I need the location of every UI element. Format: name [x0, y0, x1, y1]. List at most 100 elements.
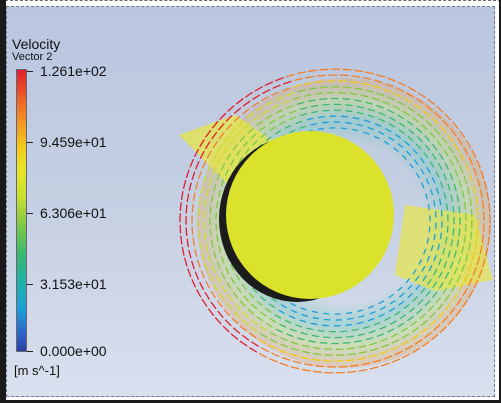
- vector-arrow: [280, 304, 287, 309]
- vector-arrow: [296, 101, 305, 105]
- vector-arrow: [446, 225, 449, 233]
- vector-arrow: [300, 356, 309, 360]
- vector-arrow: [210, 194, 214, 203]
- vector-arrow: [301, 350, 311, 354]
- vector-arrow: [342, 341, 351, 344]
- vector-arrow: [385, 128, 392, 133]
- vector-arrow: [391, 358, 401, 363]
- vector-arrow: [235, 98, 244, 105]
- vector-arrow: [440, 125, 447, 133]
- vector-arrow: [265, 100, 274, 106]
- tick-mark-min: [27, 351, 33, 352]
- vector-arrow: [346, 335, 354, 338]
- vector-arrow: [295, 120, 303, 124]
- vector-arrow: [430, 189, 434, 196]
- vector-arrow: [420, 168, 425, 175]
- vector-arrow: [397, 143, 404, 148]
- vector-arrow: [368, 305, 375, 309]
- vector-arrow: [301, 344, 310, 348]
- vector-arrow: [357, 333, 365, 337]
- vector-arrow: [315, 92, 324, 95]
- vector-arrow: [401, 340, 409, 346]
- vector-arrow: [479, 189, 483, 198]
- vector-arrow: [300, 332, 308, 336]
- graphics-viewport[interactable]: Velocity Vector 2 1.261e+02 9.459e+01 6.…: [6, 6, 495, 397]
- vector-arrow: [409, 163, 414, 169]
- vector-arrow: [251, 102, 259, 108]
- vector-arrow: [397, 81, 407, 87]
- vector-arrow: [308, 340, 317, 343]
- vector-arrow: [346, 359, 355, 362]
- vector-arrow: [310, 104, 319, 108]
- vector-arrow: [428, 226, 431, 233]
- vector-arrow: [439, 198, 442, 206]
- vector-arrow: [310, 322, 318, 325]
- vector-arrow: [417, 92, 426, 99]
- vector-arrow: [394, 350, 403, 356]
- vector-arrow: [468, 262, 472, 272]
- vector-arrow: [421, 124, 428, 131]
- vector-arrow: [378, 118, 386, 123]
- vector-arrow: [275, 109, 283, 114]
- vector-arrow: [290, 302, 297, 307]
- vector-arrow: [289, 129, 296, 134]
- vector-arrow: [404, 345, 413, 351]
- vector-arrow: [358, 368, 368, 372]
- vector-arrow: [413, 159, 419, 165]
- vector-arrow: [415, 172, 420, 179]
- vector-arrow: [259, 333, 268, 339]
- vector-arrow: [383, 355, 393, 360]
- vector-arrow: [438, 258, 442, 266]
- vector-arrow: [459, 130, 466, 139]
- vector-arrow: [380, 338, 388, 342]
- vector-arrow: [435, 171, 440, 178]
- vector-arrow: [444, 271, 450, 279]
- vector-arrow: [249, 347, 258, 353]
- vector-arrow: [315, 365, 325, 368]
- vector-arrow: [475, 195, 478, 205]
- vector-arrow: [278, 309, 285, 314]
- vector-arrow: [374, 79, 383, 84]
- vector-arrow: [218, 131, 225, 140]
- vector-arrow: [453, 250, 457, 259]
- vector-arrow: [431, 153, 437, 160]
- vector-arrow: [476, 207, 479, 216]
- vector-arrow: [423, 110, 431, 117]
- vector-arrow: [347, 353, 356, 356]
- vector-arrow: [299, 125, 307, 129]
- vector-arrow: [424, 144, 431, 151]
- vector-arrow: [463, 273, 468, 282]
- vector-arrow: [317, 116, 325, 119]
- vector-arrow: [306, 117, 314, 121]
- vector-arrow: [192, 192, 196, 202]
- vector-arrow: [447, 183, 451, 191]
- vector-arrow: [208, 177, 213, 186]
- vector-arrow: [433, 200, 436, 207]
- vector-arrow: [209, 206, 212, 214]
- vector-arrow: [342, 86, 352, 89]
- vector-arrow: [462, 299, 468, 308]
- vector-arrow: [194, 148, 199, 158]
- vector-arrow: [383, 88, 392, 93]
- vector-arrow: [376, 104, 384, 109]
- vector-arrow: [457, 256, 462, 265]
- vector-arrow: [449, 307, 456, 315]
- vector-arrow: [370, 347, 379, 352]
- vector-arrow: [299, 319, 307, 323]
- vector-arrow: [247, 308, 254, 315]
- vector-arrow: [436, 187, 439, 195]
- vector-arrow: [212, 141, 218, 149]
- vector-arrow: [241, 319, 249, 326]
- vector-arrow: [395, 134, 401, 139]
- vector-arrow: [444, 113, 452, 121]
- vector-arrow: [242, 100, 251, 107]
- vector-arrow: [340, 127, 347, 130]
- vector-arrow: [272, 84, 281, 89]
- vector-arrow: [347, 317, 354, 320]
- vector-arrow: [354, 340, 362, 343]
- vector-arrow: [424, 135, 431, 142]
- vector-arrow: [210, 239, 214, 248]
- vector-arrow: [407, 316, 414, 322]
- vector-arrow: [286, 105, 294, 109]
- bottom-frame-edge: [0, 400, 501, 403]
